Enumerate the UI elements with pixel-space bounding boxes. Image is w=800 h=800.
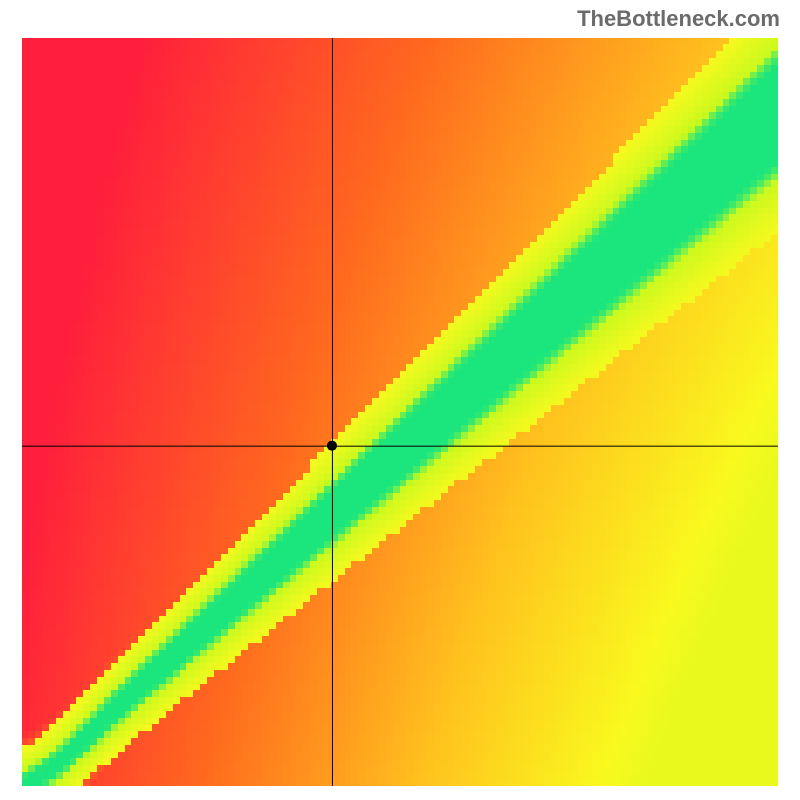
bottleneck-heatmap xyxy=(22,38,778,786)
watermark-text: TheBottleneck.com xyxy=(577,6,780,32)
heatmap-canvas xyxy=(22,38,778,786)
